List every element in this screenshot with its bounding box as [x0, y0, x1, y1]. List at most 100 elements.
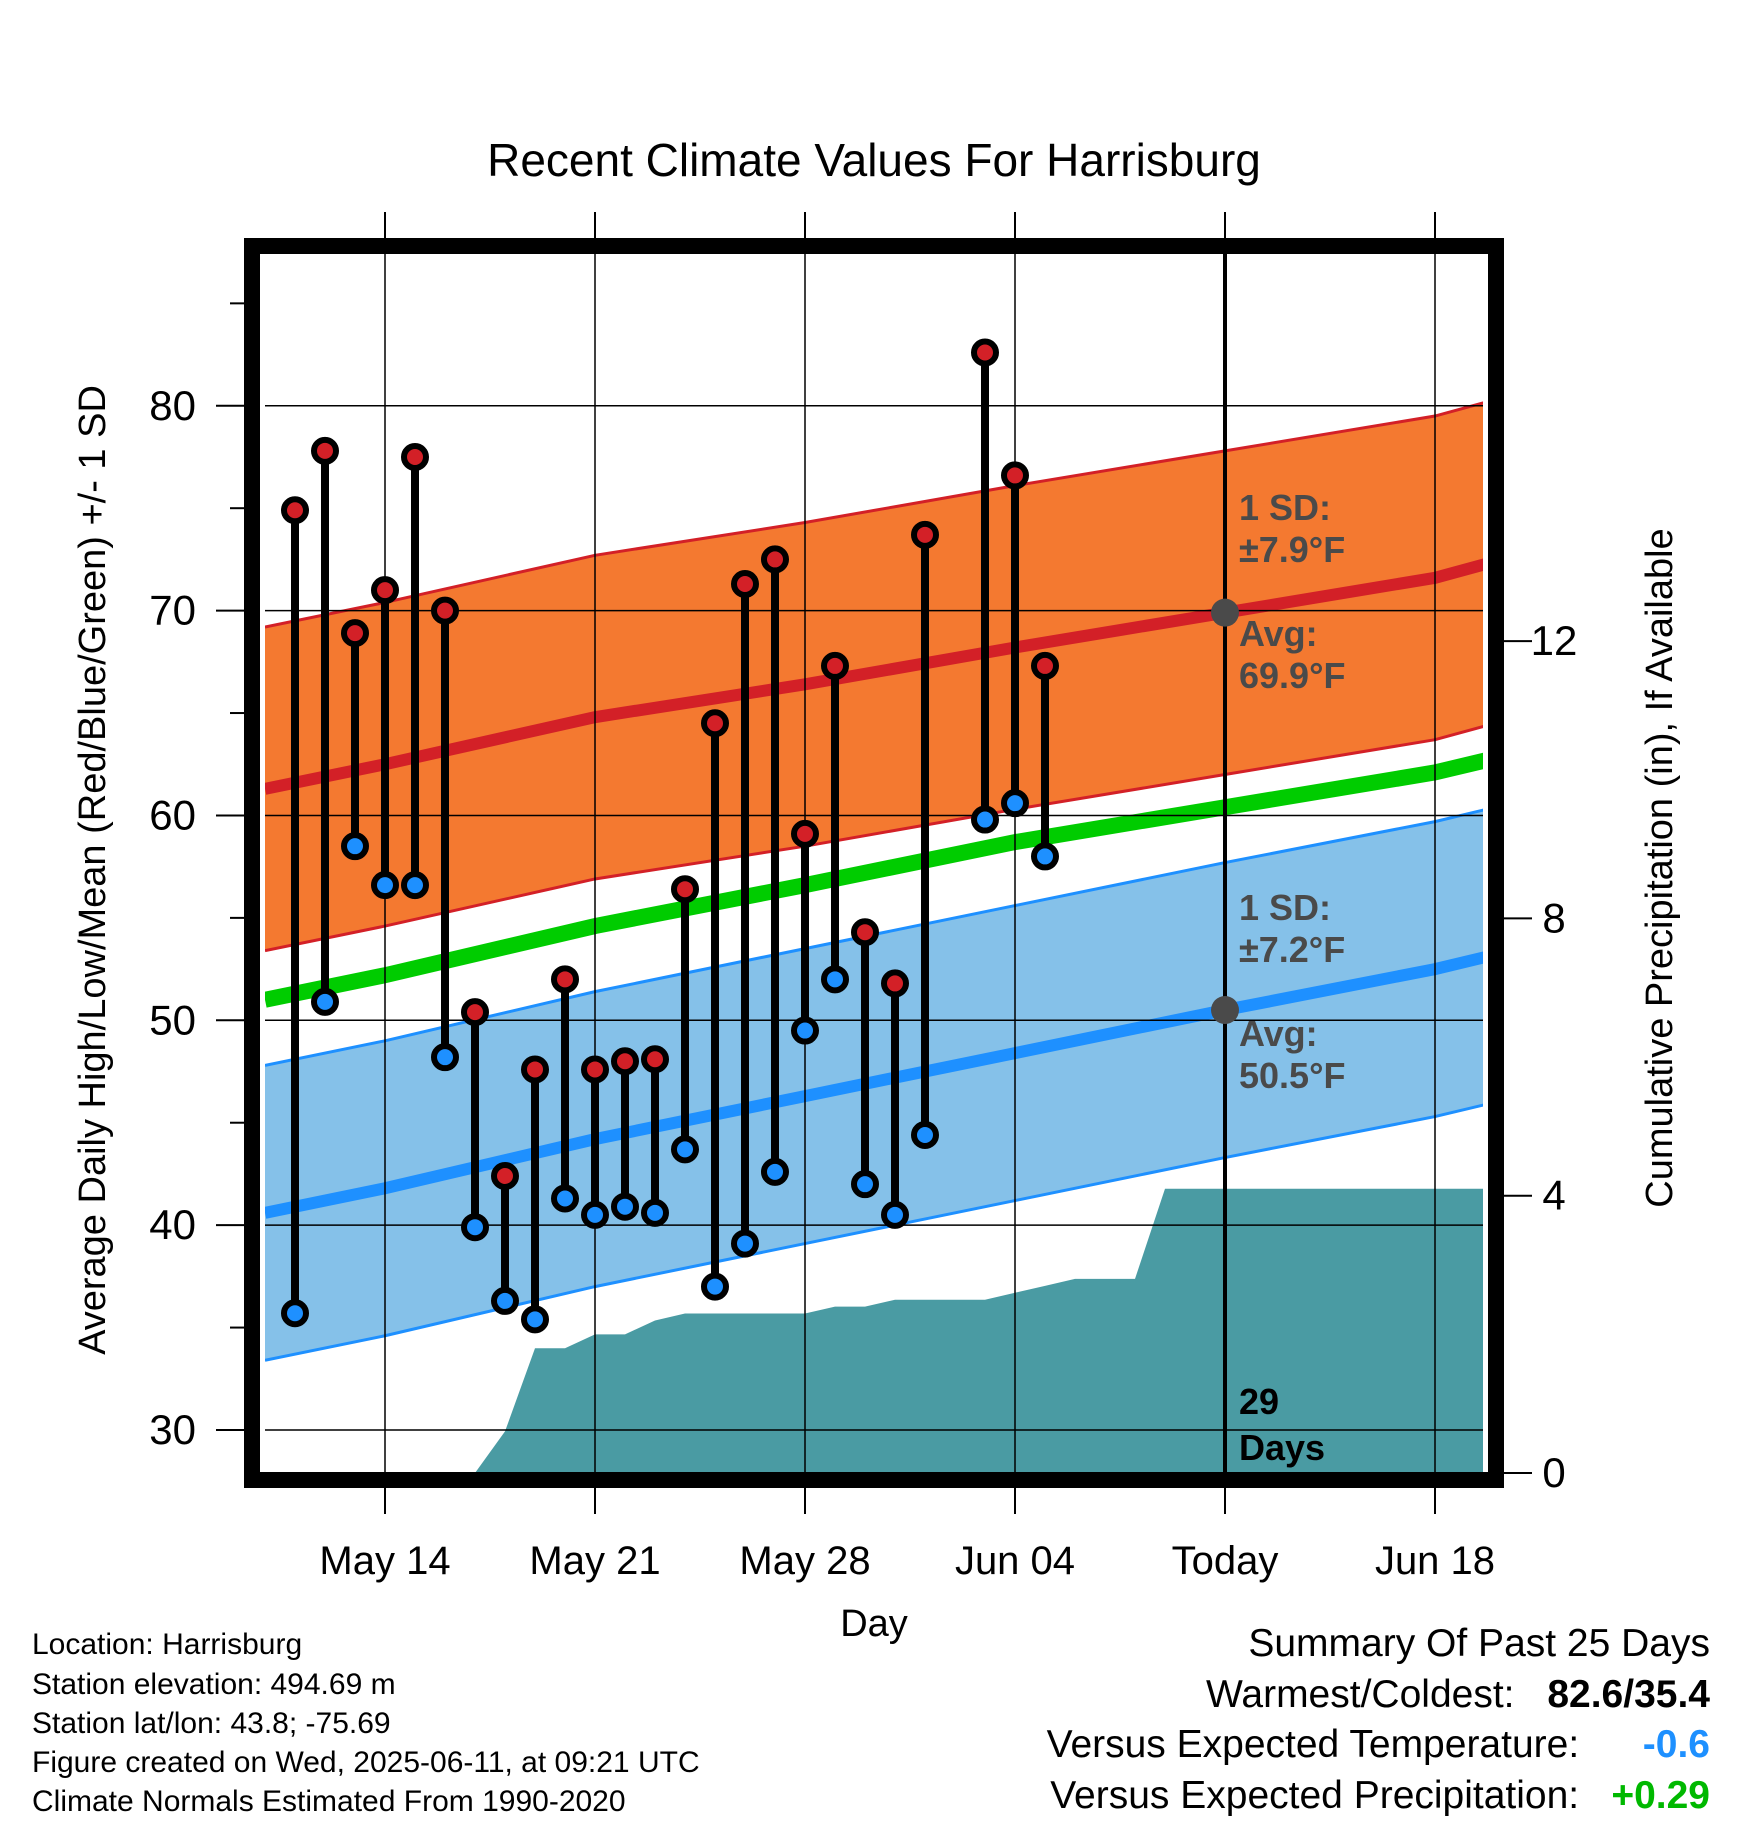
- info-normals: Climate Normals Estimated From 1990-2020: [32, 1785, 626, 1818]
- high-temp-point: [671, 875, 699, 904]
- high-normal-line: [265, 558, 1483, 795]
- high-temp-point: [731, 569, 759, 598]
- low-avg-value: 50.5°F: [1239, 1055, 1345, 1096]
- y2-tick-label: 4: [1542, 1172, 1565, 1219]
- precip-area: [325, 1188, 1483, 1473]
- high-temp-point: [971, 338, 999, 367]
- info-elevation: Station elevation: 494.69 m: [32, 1668, 396, 1701]
- high-temp-point: [821, 651, 849, 680]
- low-temp-point: [341, 832, 369, 861]
- x-tick-label: Today: [1172, 1539, 1279, 1583]
- high-avg-value: 69.9°F: [1239, 655, 1345, 696]
- high-band-upper-edge: [265, 401, 1483, 629]
- x-tick-label: Jun 04: [955, 1539, 1075, 1583]
- high-band-lower-edge: [265, 725, 1483, 953]
- low-temp-point: [731, 1229, 759, 1258]
- low-temp-point: [821, 965, 849, 994]
- low-temp-point: [401, 871, 429, 900]
- low-temp-point: [431, 1043, 459, 1072]
- high-temp-point: [491, 1161, 519, 1190]
- low-temp-point: [761, 1157, 789, 1186]
- high-temp-point: [641, 1045, 669, 1074]
- summary-precip-row: Versus Expected Precipitation: +0.29: [1050, 1774, 1710, 1818]
- summary-title: Summary Of Past 25 Days: [1248, 1622, 1710, 1665]
- high-temp-point: [701, 709, 729, 738]
- x-tick-label: May 28: [739, 1539, 870, 1583]
- info-latlon: Station lat/lon: 43.8; -75.69: [32, 1707, 391, 1740]
- high-temp-point: [281, 496, 309, 525]
- x-tick-label: May 21: [529, 1539, 660, 1583]
- summary-precip-label: Versus Expected Precipitation:: [1050, 1774, 1580, 1817]
- low-temp-point: [641, 1198, 669, 1227]
- x-tick-label: Jun 18: [1375, 1539, 1495, 1583]
- low-temp-point: [1031, 842, 1059, 871]
- high-temp-point: [881, 969, 909, 998]
- summary-temp-row: Versus Expected Temperature: -0.6: [1047, 1723, 1710, 1767]
- low-normal-line: [265, 951, 1483, 1219]
- y-axis-label: Average Daily High/Low/Mean (Red/Blue/Gr…: [72, 385, 114, 1355]
- high-temp-point: [551, 965, 579, 994]
- high-sd-value: ±7.9°F: [1239, 529, 1345, 570]
- chart-title: Recent Climate Values For Harrisburg: [487, 134, 1261, 186]
- y-tick-label: 80: [149, 382, 196, 429]
- high-temp-point: [461, 998, 489, 1027]
- summary-precip-value: +0.29: [1611, 1774, 1710, 1817]
- low-band-upper-edge: [265, 808, 1483, 1067]
- info-location: Location: Harrisburg: [32, 1628, 303, 1661]
- low-temp-point: [521, 1305, 549, 1334]
- low-temp-point: [851, 1170, 879, 1199]
- info-created: Figure created on Wed, 2025-06-11, at 09…: [32, 1746, 700, 1779]
- y2-tick-label: 12: [1531, 617, 1578, 664]
- high-sd-label: 1 SD:: [1239, 487, 1331, 528]
- high-temp-point: [911, 520, 939, 549]
- low-temp-point: [701, 1272, 729, 1301]
- y-tick-label: 70: [149, 587, 196, 634]
- high-temp-point: [611, 1047, 639, 1076]
- low-temp-point: [971, 805, 999, 834]
- y-tick-label: 40: [149, 1201, 196, 1248]
- high-temp-point: [791, 819, 819, 848]
- days-count: 29: [1239, 1381, 1279, 1422]
- low-temp-point: [371, 871, 399, 900]
- summary-temp-value: -0.6: [1642, 1723, 1710, 1766]
- low-sd-value: ±7.2°F: [1239, 929, 1345, 970]
- mean-normal-line: [265, 752, 1483, 1008]
- low-temp-point: [491, 1286, 519, 1315]
- summary-warmest-row: Warmest/Coldest: 82.6/35.4: [1206, 1673, 1710, 1717]
- low-temp-point: [791, 1016, 819, 1045]
- high-avg-label: Avg:: [1239, 613, 1318, 654]
- high-temp-point: [1031, 651, 1059, 680]
- high-temp-point: [1001, 461, 1029, 490]
- high-temp-point: [521, 1055, 549, 1084]
- low-temp-point: [671, 1135, 699, 1164]
- summary-temp-label: Versus Expected Temperature:: [1046, 1723, 1580, 1766]
- today-high-normal-marker: [1211, 598, 1239, 627]
- low-temp-point: [281, 1299, 309, 1328]
- x-axis-label: Day: [840, 1603, 908, 1645]
- high-temp-point: [371, 576, 399, 605]
- y2-tick-label: 8: [1542, 894, 1565, 941]
- y-tick-label: 60: [149, 791, 196, 838]
- high-temp-point: [761, 545, 789, 574]
- high-temp-point: [401, 442, 429, 471]
- today-low-normal-marker: [1211, 996, 1239, 1025]
- plot-frame: [244, 238, 1504, 1488]
- y-tick-label: 50: [149, 996, 196, 1043]
- low-band-lower-edge: [265, 1103, 1483, 1362]
- high-temp-point: [581, 1055, 609, 1084]
- low-temp-point: [461, 1213, 489, 1242]
- x-tick-label: May 14: [319, 1539, 450, 1583]
- low-temp-point: [311, 987, 339, 1016]
- y2-axis-label: Cumulative Precipitation (in), If Availa…: [1639, 528, 1681, 1207]
- low-temp-point: [911, 1121, 939, 1150]
- low-temp-point: [1001, 789, 1029, 818]
- high-temp-point: [431, 596, 459, 625]
- low-sd-label: 1 SD:: [1239, 887, 1331, 928]
- low-temp-point: [611, 1192, 639, 1221]
- summary-warmest-label: Warmest/Coldest:: [1206, 1673, 1515, 1716]
- y2-tick-label: 0: [1542, 1449, 1565, 1496]
- summary-warmest-value: 82.6/35.4: [1547, 1673, 1710, 1716]
- days-label: Days: [1239, 1427, 1325, 1468]
